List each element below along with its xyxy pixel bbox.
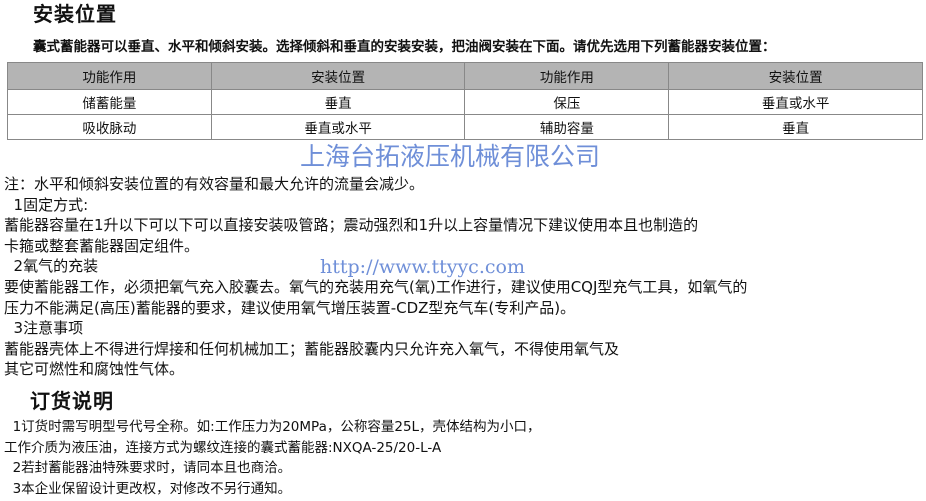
installation-table: 功能作用 安装位置 功能作用 安装位置 储蓄能量 垂直 保压 垂直或水平 吸收脉… (7, 62, 923, 140)
table-row: 储蓄能量 垂直 保压 垂直或水平 (7, 89, 923, 115)
section-title-ordering: 订货说明 (30, 389, 114, 413)
table-header: 安装位置 (210, 62, 466, 90)
table-header: 功能作用 (7, 62, 212, 90)
table-header-row: 功能作用 安装位置 功能作用 安装位置 (7, 62, 923, 90)
table-cell: 垂直或水平 (668, 89, 923, 115)
section-title-installation: 安装位置 (33, 2, 117, 26)
watermark-company: 上海台拓液压机械有限公司 (300, 142, 601, 171)
installation-intro: 囊式蓄能器可以垂直、水平和倾斜安装。选择倾斜和垂直的安装安装，把油阀安装在下面。… (33, 39, 776, 55)
note-line: 注：水平和倾斜安装位置的有效容量和最大允许的流量会减少。 (4, 175, 425, 193)
table-cell: 垂直 (668, 114, 923, 140)
ordering-notes: 1订货时需写明型号代号全称。如:工作压力为20MPa，公称容量25L，壳体结构为… (4, 417, 541, 499)
order-line: 2若封蓄能器油特殊要求时，请同本且也商洽。 (4, 460, 292, 477)
table-cell: 吸收脉动 (7, 114, 212, 140)
note-line: 其它可燃性和腐蚀性气体。 (4, 360, 185, 379)
table-cell: 保压 (464, 89, 670, 115)
order-line: 工作介质为液压油，连接方式为螺纹连接的囊式蓄能器:NXQA-25/20-L-A (4, 439, 442, 456)
note-line: 压力不能满足(高压)蓄能器的要求，建议使用氧气增压装置-CDZ型充气车(专利产品… (4, 298, 576, 317)
note-subheading: 3注意事项 (4, 319, 84, 338)
note-subheading: 2氧气的充装 (4, 257, 99, 276)
note-line: 要使蓄能器工作，必须把氧气充入胶囊去。氧气的充装用充气(氧)工作进行，建议使用C… (4, 277, 748, 296)
table-header: 安装位置 (668, 62, 923, 90)
order-line: 1订货时需写明型号代号全称。如:工作压力为20MPa，公称容量25L，壳体结构为… (4, 419, 541, 435)
note-subheading: 1固定方式: (4, 195, 89, 214)
table-cell: 垂直 (210, 89, 466, 115)
table-cell: 垂直或水平 (210, 114, 466, 140)
table-cell: 储蓄能量 (7, 89, 212, 115)
note-line: 蓄能器容量在1升以下可以下可以直接安装吸管路；震动强烈和1升以上容量情况下建议使… (4, 216, 699, 235)
table-cell: 辅助容量 (464, 114, 670, 140)
watermark-url: http://www.ttyyc.com (320, 256, 525, 278)
note-line: 卡箍或整套蓄能器固定组件。 (4, 236, 200, 255)
table-header: 功能作用 (464, 62, 670, 90)
order-line: 3本企业保留设计更改权，对修改不另行通知。 (4, 480, 292, 497)
note-line: 蓄能器壳体上不得进行焊接和任何机械加工；蓄能器胶囊内只允许充入氧气，不得使用氧气… (4, 339, 620, 358)
installation-notes: 注：水平和倾斜安装位置的有效容量和最大允许的流量会减少。 1固定方式: 蓄能器容量… (4, 174, 747, 380)
table-row: 吸收脉动 垂直或水平 辅助容量 垂直 (7, 114, 923, 140)
